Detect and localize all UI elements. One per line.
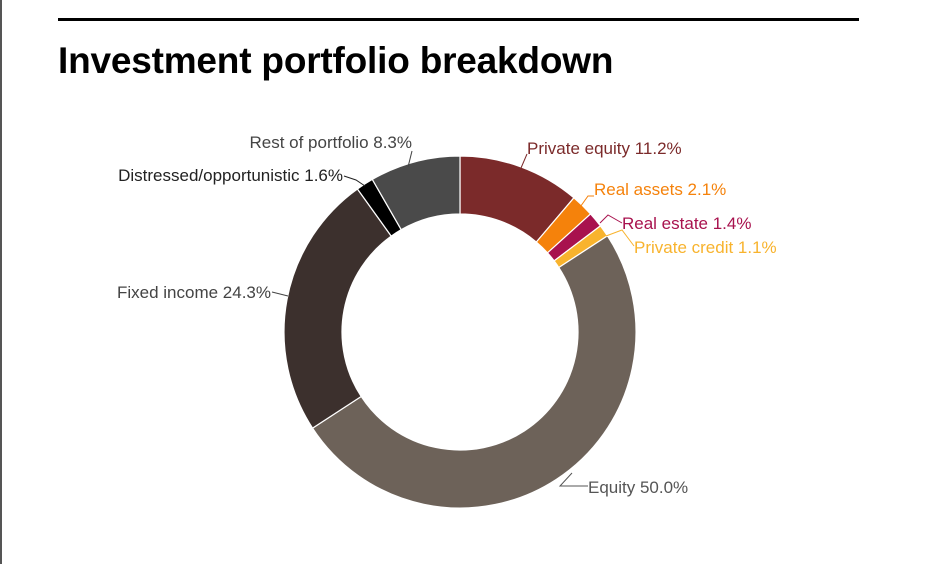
leader-line-fixed-income xyxy=(271,291,289,297)
label-fixed-income: Fixed income 24.3% xyxy=(117,283,271,302)
chart-title: Investment portfolio breakdown xyxy=(58,40,614,81)
leader-line-rest-of-portfolio xyxy=(407,150,413,168)
leader-line-equity xyxy=(558,472,588,487)
top-rule xyxy=(58,18,859,21)
label-rest-of-portfolio: Rest of portfolio 8.3% xyxy=(249,133,412,152)
label-private-credit: Private credit 1.1% xyxy=(634,238,777,257)
leader-line-distressed-opportunistic xyxy=(343,175,366,187)
leader-line-real-estate xyxy=(599,214,623,224)
label-distressed-opportunistic: Distressed/opportunistic 1.6% xyxy=(118,166,343,185)
slice-rest-of-portfolio xyxy=(371,155,461,231)
slice-fixed-income xyxy=(283,188,393,429)
label-equity: Equity 50.0% xyxy=(588,478,688,497)
label-private-equity: Private equity 11.2% xyxy=(527,139,682,158)
leader-line-private-equity xyxy=(520,153,528,169)
label-real-assets: Real assets 2.1% xyxy=(594,180,726,199)
leader-line-private-credit xyxy=(605,229,635,247)
slice-equity xyxy=(311,235,637,509)
leader-line-real-assets xyxy=(577,195,594,211)
label-real-estate: Real estate 1.4% xyxy=(622,214,751,233)
window-border xyxy=(0,0,2,564)
